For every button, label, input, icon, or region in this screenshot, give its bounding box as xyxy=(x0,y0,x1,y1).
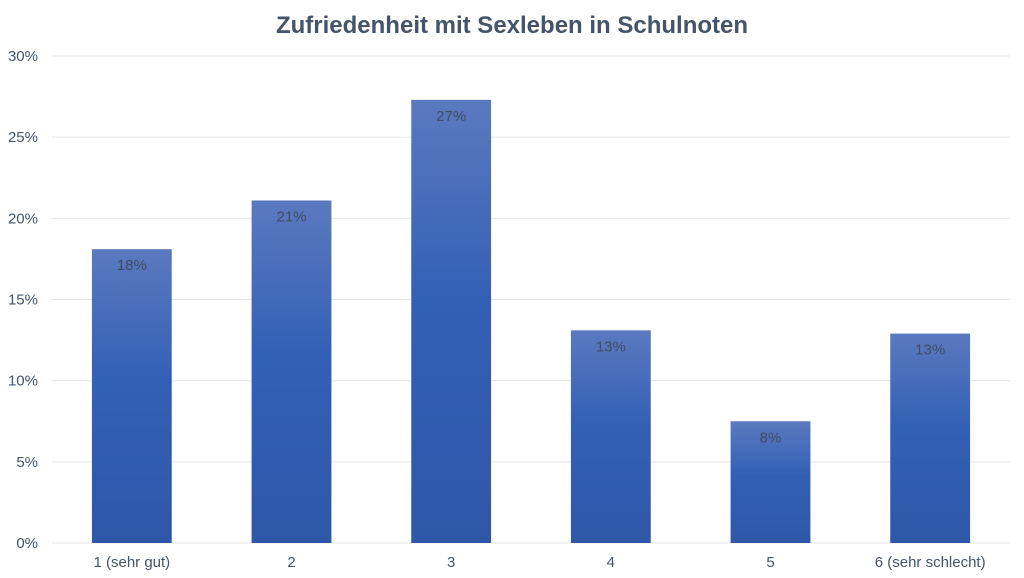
bar xyxy=(730,421,811,543)
chart-title: Zufriedenheit mit Sexleben in Schulnoten xyxy=(276,12,748,39)
x-tick-label: 3 xyxy=(447,554,455,571)
y-axis-ticks: 0% 5% 10% 15% 20% 25% 30% xyxy=(8,48,38,552)
data-label: 13% xyxy=(596,338,626,355)
y-tick-label: 20% xyxy=(8,210,38,227)
bars: 18% 21% 27% 13% 8% 13% xyxy=(91,99,971,543)
data-label: 21% xyxy=(276,208,306,225)
y-tick-label: 5% xyxy=(16,454,38,471)
bar xyxy=(411,99,492,543)
x-tick-label: 4 xyxy=(607,554,615,571)
bar xyxy=(890,333,971,543)
x-tick-label: 1 (sehr gut) xyxy=(93,554,170,571)
bar xyxy=(251,200,332,543)
y-tick-label: 10% xyxy=(8,373,38,390)
gridlines xyxy=(52,55,1010,544)
bar xyxy=(570,330,651,543)
y-tick-label: 25% xyxy=(8,129,38,146)
x-tick-label: 2 xyxy=(287,554,295,571)
x-tick-label: 5 xyxy=(766,554,774,571)
y-tick-label: 15% xyxy=(8,292,38,309)
x-tick-label: 6 (sehr schlecht) xyxy=(875,554,986,571)
y-tick-label: 0% xyxy=(16,535,38,552)
y-tick-label: 30% xyxy=(8,48,38,65)
bar xyxy=(91,249,172,543)
data-label: 18% xyxy=(117,257,147,274)
data-label: 8% xyxy=(760,429,782,446)
data-label: 27% xyxy=(436,108,466,125)
x-axis-ticks: 1 (sehr gut) 2 3 4 5 6 (sehr schlecht) xyxy=(93,554,985,571)
data-label: 13% xyxy=(915,342,945,359)
